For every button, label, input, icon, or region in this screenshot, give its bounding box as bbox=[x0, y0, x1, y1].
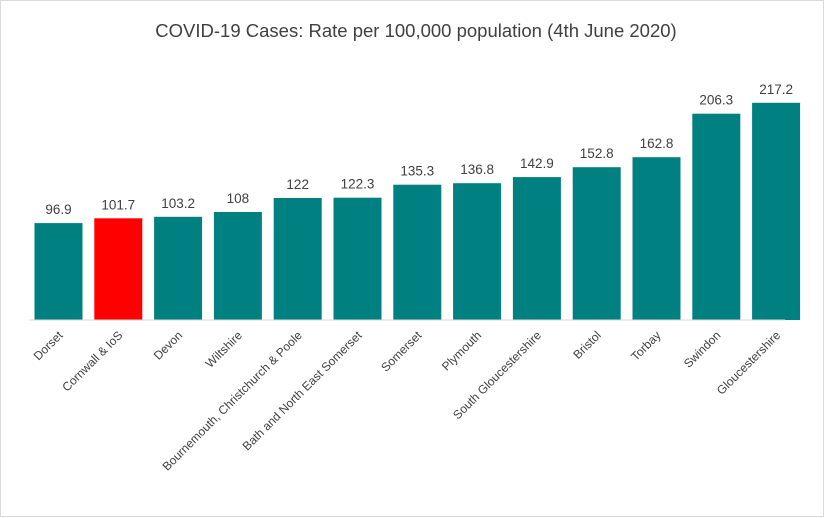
value-label-devon: 103.2 bbox=[161, 196, 195, 211]
category-label-wiltshire: Wiltshire bbox=[203, 328, 246, 371]
value-label-bristol: 152.8 bbox=[580, 146, 614, 161]
category-label-cornwall-and-ios: Cornwall & IoS bbox=[59, 328, 125, 394]
category-label-bath-and-north-east-somerset: Bath and North East Somerset bbox=[240, 328, 365, 453]
bar-torbay bbox=[632, 157, 681, 320]
bars-group bbox=[34, 102, 801, 320]
value-label-swindon: 206.3 bbox=[699, 93, 733, 108]
value-label-gloucestershire: 217.2 bbox=[759, 82, 793, 97]
bar-cornwall-and-ios bbox=[94, 218, 143, 320]
category-label-swindon: Swindon bbox=[681, 328, 723, 370]
value-label-dorset: 96.9 bbox=[45, 202, 71, 217]
value-label-somerset: 135.3 bbox=[400, 164, 434, 179]
category-label-gloucestershire: Gloucestershire bbox=[714, 328, 784, 398]
value-labels-group: 96.9 101.7 103.2 108 122 122.3 135.3 136.8 142.9… bbox=[45, 82, 793, 217]
category-label-torbay: Torbay bbox=[628, 328, 663, 363]
bar-south-gloucestershire bbox=[512, 177, 561, 320]
category-label-plymouth: Plymouth bbox=[439, 328, 484, 373]
value-label-bournemouth-christchurch-and-poole: 122 bbox=[286, 177, 309, 192]
bar-dorset bbox=[34, 223, 83, 320]
category-label-bristol: Bristol bbox=[570, 328, 603, 361]
bar-gloucestershire bbox=[752, 102, 801, 320]
bar-swindon bbox=[692, 113, 741, 320]
category-label-somerset: Somerset bbox=[378, 328, 425, 375]
bar-bristol bbox=[572, 167, 621, 320]
bar-wiltshire bbox=[213, 212, 262, 320]
category-label-devon: Devon bbox=[151, 328, 185, 362]
bar-plymouth bbox=[453, 183, 502, 320]
value-label-cornwall-and-ios: 101.7 bbox=[101, 197, 135, 212]
value-label-torbay: 162.8 bbox=[640, 136, 674, 151]
chart-title: COVID-19 Cases: Rate per 100,000 populat… bbox=[155, 20, 676, 41]
value-label-wiltshire: 108 bbox=[227, 191, 250, 206]
value-label-plymouth: 136.8 bbox=[460, 162, 494, 177]
value-label-bath-and-north-east-somerset: 122.3 bbox=[341, 177, 375, 192]
value-label-south-gloucestershire: 142.9 bbox=[520, 156, 554, 171]
category-label-dorset: Dorset bbox=[31, 328, 66, 363]
bar-bournemouth-christchurch-and-poole bbox=[273, 198, 322, 320]
bar-bath-and-north-east-somerset bbox=[333, 197, 382, 320]
bar-somerset bbox=[393, 184, 442, 320]
bar-devon bbox=[154, 216, 203, 320]
